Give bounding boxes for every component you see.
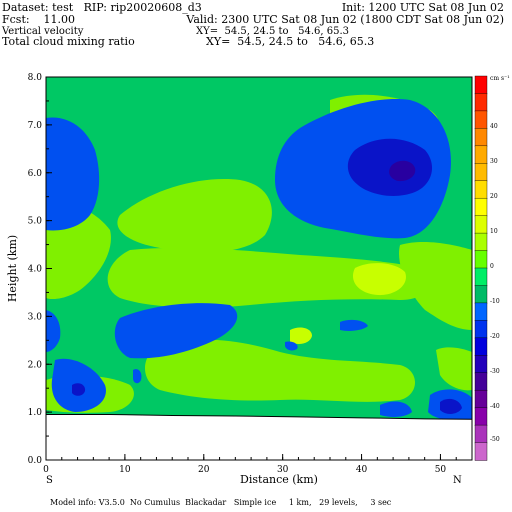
- x-axis-label: Distance (km): [240, 473, 318, 486]
- colorbar-label: 20: [490, 193, 498, 200]
- x-tick-label: 30: [277, 465, 289, 475]
- y-tick-label: 6.0: [28, 169, 43, 179]
- colorbar-swatch: [474, 232, 488, 252]
- x-tick-label: 20: [198, 465, 210, 475]
- colorbar-swatch: [474, 267, 488, 287]
- x-tick-label: 10: [119, 465, 131, 475]
- y-tick-label: 1.0: [28, 408, 43, 418]
- x-tick-label: 0: [43, 465, 49, 475]
- yellow-green-patch: [352, 263, 406, 296]
- plot-area: [46, 77, 472, 460]
- x-endpoint-right: N: [453, 475, 462, 486]
- colorbar-swatch: [474, 215, 488, 234]
- colorbar-swatch: [474, 337, 488, 356]
- light-green-band-upper: [117, 179, 272, 253]
- indigo-core: [389, 160, 416, 182]
- light-green-band-mid: [107, 247, 434, 308]
- colorbar-label: 10: [490, 228, 498, 235]
- init-time-label: Init: 1200 UTC Sat 08 Jun 02: [341, 1, 504, 14]
- colorbar-swatch: [474, 372, 488, 391]
- forecast-label: Fcst: 11.00: [2, 13, 76, 26]
- colorbar-units: cm s⁻¹: [490, 75, 510, 82]
- dark-blue-core: [347, 138, 433, 196]
- field1-label: Vertical velocity: [2, 26, 84, 37]
- colorbar-swatch: [474, 163, 488, 182]
- y-tick-label: 7.0: [28, 121, 43, 131]
- y-tick-label: 5.0: [28, 217, 43, 227]
- colorbar-label: -10: [490, 298, 500, 305]
- dark-blue-lower-left-core: [72, 383, 86, 396]
- colorbar-swatch: [474, 197, 488, 217]
- x-tick-label: 40: [356, 465, 368, 475]
- colorbar-swatch: [474, 93, 488, 112]
- x-tick-label: 50: [435, 465, 447, 475]
- field2-label: Total cloud mixing ratio: [2, 35, 135, 48]
- colorbar-swatch: [474, 110, 488, 130]
- colorbar-swatch: [474, 355, 488, 374]
- blue-patch-right-low: [380, 401, 412, 417]
- y-tick-label: 3.0: [28, 312, 43, 322]
- colorbar-swatch: [474, 389, 488, 409]
- colorbar-swatch: [474, 180, 488, 199]
- colorbar-swatch: [474, 442, 488, 461]
- x-endpoint-left: S: [46, 475, 53, 486]
- colorbar-label: -50: [490, 436, 500, 443]
- colorbar-swatch: [474, 75, 488, 95]
- y-axis-label: Height (km): [6, 235, 19, 302]
- y-tick-label: 4.0: [28, 265, 43, 275]
- colorbar-swatch: [474, 407, 488, 426]
- colorbar-label: 0: [490, 263, 494, 270]
- blue-patch-right-mid: [340, 319, 368, 331]
- colorbar-swatch: [474, 302, 488, 322]
- y-tick-label: 0.0: [28, 456, 43, 466]
- colorbar-label: -20: [490, 333, 500, 340]
- colorbar-label: -30: [490, 368, 500, 375]
- valid-time-label: Valid: 2300 UTC Sat 08 Jun 02 (1800 CDT …: [186, 13, 504, 26]
- colorbar-swatch: [474, 424, 488, 444]
- colorbar-label: -40: [490, 403, 500, 410]
- colorbar-swatch: [474, 320, 488, 339]
- colorbar-label: 30: [490, 158, 498, 165]
- yellow-green-patch-small: [290, 327, 312, 344]
- terrain-mask: [46, 414, 472, 460]
- colorbar-swatch: [474, 285, 488, 304]
- blue-patch-center-low: [285, 341, 298, 351]
- colorbar-swatch: [474, 250, 488, 269]
- dataset-label: Dataset: test RIP: rip20020608_d3: [2, 1, 202, 14]
- model-info: Model info: V3.5.0 No Cumulus Blackadar …: [50, 498, 392, 507]
- y-axis: 0.0 1.0 2.0 3.0 4.0 5.0 6.0 7.0 8.0 Height (km): [6, 73, 52, 466]
- field2-coords: XY= 54.5, 24.5 to 54.6, 65.3: [206, 35, 375, 48]
- colorbar-label: 40: [490, 123, 498, 130]
- field1-coords: XY= 54.5, 24.5 to 54.6, 65.3: [196, 26, 349, 37]
- blue-patch-small-center: [133, 369, 142, 384]
- x-axis: 0 10 20 30 40 50 S N Distance (km): [43, 454, 473, 486]
- blue-patch-left-mid: [46, 310, 61, 352]
- colorbar: cm s⁻¹ 40 30 20 10 0 -10 -20 -30 -40 -50: [474, 75, 510, 461]
- colorbar-swatch: [474, 128, 488, 147]
- y-tick-label: 8.0: [28, 73, 43, 83]
- blue-downdraft-mid-left: [114, 303, 238, 359]
- y-tick-label: 2.0: [28, 360, 43, 370]
- blue-updraft-top-left: [46, 117, 100, 231]
- light-green-band-lower: [145, 339, 415, 402]
- light-green-band-right: [399, 242, 472, 330]
- dark-blue-right-edge: [440, 398, 462, 414]
- colorbar-swatch: [474, 145, 488, 164]
- light-green-right-edge-low: [436, 347, 472, 391]
